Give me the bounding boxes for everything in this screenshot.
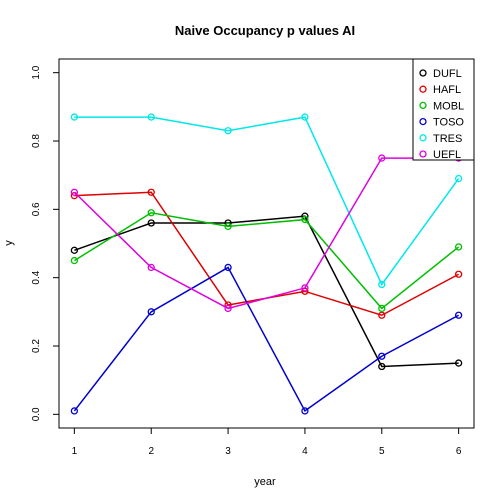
legend-marker: [419, 101, 427, 110]
y-axis: 0.0 0.2 0.4 0.6 0.8 1.0: [31, 65, 59, 421]
data-point: [224, 304, 232, 313]
data-point: [224, 127, 232, 135]
series-line: [74, 215, 459, 368]
data-point: [147, 188, 155, 196]
series-toso: [70, 263, 463, 415]
data-point: [378, 311, 386, 319]
x-tick-label: 1: [72, 446, 78, 457]
data-point: [454, 270, 463, 278]
series-line: [74, 116, 460, 286]
data-point: [378, 154, 386, 162]
legend-item: MOBL: [419, 100, 464, 112]
data-point: [70, 407, 79, 415]
chart-title: Naive Occupancy p values AI: [175, 23, 355, 38]
data-point: [147, 308, 155, 316]
x-tick-label: 6: [456, 446, 462, 457]
series-line: [73, 211, 460, 310]
y-tick-label: 0.4: [31, 270, 42, 284]
series-line: [73, 266, 459, 413]
x-tick-label: 5: [379, 446, 385, 457]
series-dufl: [70, 212, 463, 371]
legend-item: HAFL: [419, 84, 461, 96]
legend: DUFL HAFL MOBL TOSO TRES UEFL: [412, 58, 475, 161]
data-point: [454, 243, 463, 251]
data-point: [147, 263, 155, 272]
series-layer: [70, 113, 463, 415]
y-tick-label: 0.0: [31, 407, 42, 421]
legend-label: MOBL: [433, 100, 464, 112]
data-point: [224, 222, 232, 231]
data-point: [147, 113, 155, 121]
legend-item: TOSO: [419, 117, 464, 129]
data-point: [301, 407, 309, 415]
legend-label: HAFL: [433, 84, 461, 96]
legend-label: UEFL: [433, 149, 461, 161]
y-axis-label: y: [3, 240, 15, 246]
data-point: [147, 219, 155, 227]
legend-marker: [419, 150, 427, 158]
data-point: [70, 246, 79, 254]
data-point: [454, 174, 463, 183]
series-tres: [70, 113, 463, 289]
data-point: [70, 188, 79, 196]
y-tick-label: 0.8: [31, 134, 42, 148]
y-tick-label: 0.6: [31, 202, 42, 216]
legend-item: DUFL: [419, 68, 462, 80]
legend-label: DUFL: [433, 68, 462, 80]
plot-frame: [58, 58, 475, 429]
data-point: [378, 362, 386, 371]
y-tick-label: 0.2: [31, 339, 42, 353]
x-tick-label: 2: [148, 446, 154, 457]
x-tick-label: 3: [225, 446, 231, 457]
data-point: [301, 215, 309, 224]
x-tick-label: 4: [302, 446, 308, 457]
legend-marker: [419, 85, 427, 93]
data-point: [378, 280, 386, 289]
data-point: [301, 113, 309, 121]
legend-item: TRES: [419, 133, 462, 145]
data-point: [454, 359, 463, 367]
data-point: [70, 256, 79, 265]
series-mobl: [70, 209, 463, 313]
data-point: [70, 113, 79, 121]
legend-marker: [419, 117, 427, 126]
x-axis: 1 2 3 4 5 6: [72, 428, 462, 457]
data-point: [454, 311, 463, 319]
legend-label: TRES: [433, 133, 462, 145]
legend-label: TOSO: [433, 117, 464, 129]
legend-marker: [419, 69, 427, 77]
x-axis-label: year: [254, 476, 276, 488]
data-point: [378, 304, 386, 313]
data-point: [224, 263, 232, 272]
data-point: [147, 209, 155, 217]
legend-marker: [419, 134, 427, 142]
legend-item: UEFL: [419, 149, 461, 161]
series-line: [73, 157, 459, 310]
data-point: [301, 284, 309, 292]
y-tick-label: 1.0: [31, 65, 42, 79]
data-point: [378, 352, 386, 360]
